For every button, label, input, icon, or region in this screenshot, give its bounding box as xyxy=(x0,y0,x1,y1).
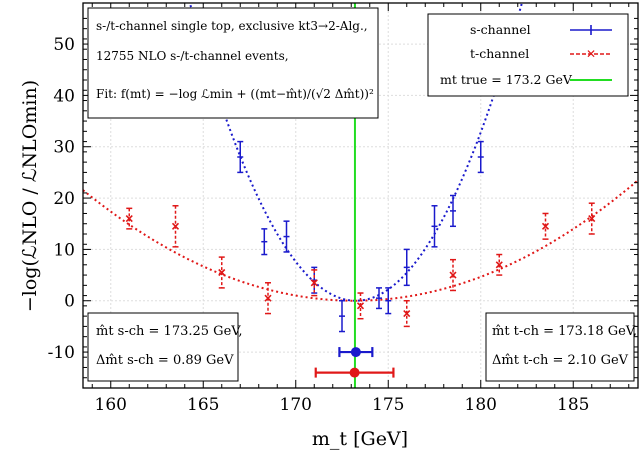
data-point-t-channel xyxy=(356,292,365,320)
info-line-1: s-/t-channel single top, exclusive kt3→2… xyxy=(96,19,368,33)
result-marker xyxy=(349,367,360,378)
point-marker xyxy=(356,302,365,310)
plot-frame xyxy=(82,2,639,389)
t-channel-result-uncertainty: Δm̂t t-ch = 2.10 GeV xyxy=(492,353,629,368)
legend: s-channel t-channel ✕ mt true = 173.2 Ge… xyxy=(427,13,629,97)
fit-result-s-channel xyxy=(338,347,374,358)
svg-text:✕: ✕ xyxy=(586,47,596,61)
data-point-s-channel xyxy=(261,228,268,256)
legend-label-t-channel: t-channel xyxy=(470,46,529,61)
data-point-s-channel xyxy=(450,194,456,228)
x-tick-label: 160 xyxy=(95,395,127,415)
axis-ticks: 160 165 170 175 180 185 -10 0 10 20 30 40 50 xyxy=(48,3,638,415)
data-point-t-channel xyxy=(264,282,272,315)
point-marker xyxy=(171,222,180,230)
legend-label-true-mass: mt true = 173.2 GeV xyxy=(440,72,573,87)
y-tick-label: 50 xyxy=(53,35,75,55)
data-points xyxy=(125,140,596,333)
legend-label-s-channel: s-channel xyxy=(470,22,531,37)
y-tick-label: 0 xyxy=(64,292,75,312)
point-marker xyxy=(495,261,503,269)
point-marker xyxy=(588,215,596,223)
y-axis-label: −log(ℒNLO / ℒNLOmin) xyxy=(19,80,41,312)
data-point-t-channel xyxy=(495,253,503,276)
s-channel-result-uncertainty: Δm̂t s-ch = 0.89 GeV xyxy=(96,353,234,368)
info-box: s-/t-channel single top, exclusive kt3→2… xyxy=(87,7,379,119)
y-tick-label: 30 xyxy=(53,138,75,158)
data-point-t-channel xyxy=(125,207,133,230)
point-marker xyxy=(125,215,133,223)
point-marker xyxy=(541,222,550,230)
point-marker xyxy=(218,268,226,277)
info-line-2: 12755 NLO s-/t-channel events, xyxy=(96,49,289,63)
s-channel-result-mass: m̂t s-ch = 173.25 GeV, xyxy=(96,324,243,339)
data-point-t-channel xyxy=(403,299,411,328)
x-tick-label: 185 xyxy=(557,395,589,415)
point-marker xyxy=(264,294,272,302)
point-marker xyxy=(449,271,457,279)
data-point-t-channel xyxy=(541,212,550,240)
fit-results xyxy=(314,347,395,378)
point-marker xyxy=(310,279,318,287)
x-axis-label: m_t [GeV] xyxy=(312,428,408,450)
s-channel-result-box: m̂t s-ch = 173.25 GeV, Δm̂t s-ch = 0.89 … xyxy=(87,312,243,382)
data-point-s-channel xyxy=(385,287,392,315)
x-tick-label: 180 xyxy=(465,395,497,415)
data-point-s-channel xyxy=(431,205,438,248)
data-point-t-channel xyxy=(171,205,180,248)
info-line-3: Fit: f(mt) = −log ℒmin + ((mt−m̂t)/(√2 Δ… xyxy=(96,87,374,101)
y-tick-label: 20 xyxy=(53,189,75,209)
data-point-s-channel xyxy=(376,287,382,310)
x-tick-label: 175 xyxy=(372,395,404,415)
result-marker xyxy=(350,347,361,358)
y-tick-label: 10 xyxy=(53,240,75,260)
x-tick-label: 170 xyxy=(280,395,312,415)
point-marker xyxy=(403,310,411,318)
data-point-s-channel xyxy=(339,299,345,333)
t-channel-result-mass: m̂t t-ch = 173.18 GeV, xyxy=(492,324,637,339)
data-point-t-channel xyxy=(310,269,318,297)
data-point-s-channel xyxy=(403,248,410,287)
data-point-s-channel xyxy=(283,220,290,253)
legend-swatch-t-channel: ✕ xyxy=(570,47,612,61)
x-tick-label: 165 xyxy=(187,395,219,415)
y-tick-label: 40 xyxy=(53,86,75,106)
legend-swatch-s-channel xyxy=(570,25,612,35)
data-point-t-channel xyxy=(588,202,596,235)
t-channel-result-box: m̂t t-ch = 173.18 GeV, Δm̂t t-ch = 2.10 … xyxy=(485,312,637,382)
data-point-t-channel xyxy=(218,256,226,289)
fit-result-t-channel xyxy=(314,367,395,378)
data-point-s-channel xyxy=(477,140,484,174)
data-point-t-channel xyxy=(449,258,457,292)
data-point-s-channel xyxy=(237,140,244,174)
y-tick-label: -10 xyxy=(48,343,75,363)
